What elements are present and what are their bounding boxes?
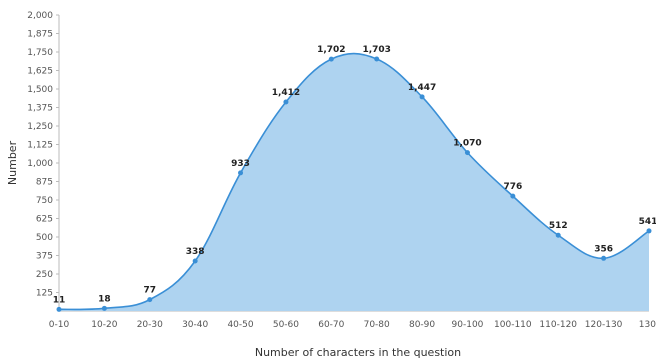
points-layer: [56, 56, 652, 312]
y-tick-label-4: 625: [36, 215, 53, 225]
x-tick-label-0: 0-10: [49, 320, 70, 330]
y-tick-label-15: 2,000: [27, 11, 53, 21]
data-point-3: [192, 258, 198, 264]
data-label-11: 512: [549, 221, 568, 231]
y-tick-label-6: 875: [36, 178, 53, 188]
x-tick-label-9: 90-100: [452, 320, 484, 330]
data-label-0: 11: [53, 295, 66, 305]
data-point-0: [56, 306, 62, 312]
data-label-13: 541: [639, 217, 656, 227]
x-tick-label-10: 100-110: [494, 320, 532, 330]
area-layer: [58, 52, 650, 311]
data-point-4: [238, 170, 244, 176]
y-tick-label-8: 1,125: [27, 141, 53, 151]
y-tick-label-12: 1,625: [27, 67, 53, 77]
data-point-11: [555, 232, 561, 238]
y-tick-label-5: 750: [36, 196, 53, 206]
x-axis-title: Number of characters in the question: [255, 346, 461, 359]
data-point-13: [646, 228, 652, 234]
y-axis-title: Number: [6, 140, 19, 185]
data-label-3: 338: [186, 247, 205, 257]
x-tick-label-7: 70-80: [364, 320, 390, 330]
y-tick-label-13: 1,750: [27, 48, 53, 58]
x-tick-label-11: 110-120: [539, 320, 577, 330]
x-tick-label-2: 20-30: [137, 320, 163, 330]
x-tick-label-13: 130-: [639, 320, 656, 330]
y-tick-label-11: 1,500: [27, 85, 53, 95]
data-point-8: [419, 94, 425, 100]
y-tick-label-3: 500: [36, 233, 53, 243]
x-ticks-layer: 0-10 10-20 20-30 30-40 40-50 50-60 60-70 70-80 8…: [49, 320, 656, 330]
y-tick-label-0: 125: [36, 289, 53, 299]
x-tick-label-8: 80-90: [409, 320, 435, 330]
data-label-9: 1,070: [453, 139, 481, 149]
y-tick-label-10: 1,375: [27, 104, 53, 114]
y-tick-label-2: 375: [36, 252, 53, 262]
data-point-7: [374, 56, 380, 62]
area-fill: [59, 53, 649, 311]
data-point-9: [464, 150, 470, 156]
series-line: [58, 52, 650, 311]
data-label-10: 776: [503, 182, 522, 192]
data-point-6: [328, 56, 334, 62]
data-label-7: 1,703: [362, 45, 390, 55]
data-label-2: 77: [144, 286, 157, 296]
y-tick-label-9: 1,250: [27, 122, 53, 132]
y-ticks-layer: 125 250 375 500 625 750 875 1,000 1,125 1,250 1,37…: [27, 11, 59, 299]
data-point-2: [147, 297, 153, 303]
data-label-6: 1,702: [317, 45, 345, 55]
data-label-4: 933: [231, 159, 250, 169]
data-label-8: 1,447: [408, 83, 436, 93]
x-tick-label-6: 60-70: [318, 320, 344, 330]
data-point-5: [283, 99, 289, 105]
y-tick-label-14: 1,875: [27, 30, 53, 40]
data-point-1: [101, 305, 107, 311]
data-point-12: [601, 255, 607, 261]
y-tick-label-1: 250: [36, 270, 53, 280]
data-label-12: 356: [594, 244, 613, 254]
x-tick-label-12: 120-130: [585, 320, 623, 330]
data-label-5: 1,412: [272, 88, 300, 98]
data-point-10: [510, 193, 516, 199]
data-labels-layer: 11 18 77 338 933 1,412 1,702 1,703 1,447 1,070 776…: [53, 45, 656, 305]
x-tick-label-1: 10-20: [91, 320, 117, 330]
x-tick-label-4: 40-50: [227, 320, 253, 330]
x-tick-label-5: 50-60: [273, 320, 299, 330]
y-tick-label-7: 1,000: [27, 159, 53, 169]
data-label-1: 18: [98, 294, 111, 304]
x-tick-label-3: 30-40: [182, 320, 208, 330]
